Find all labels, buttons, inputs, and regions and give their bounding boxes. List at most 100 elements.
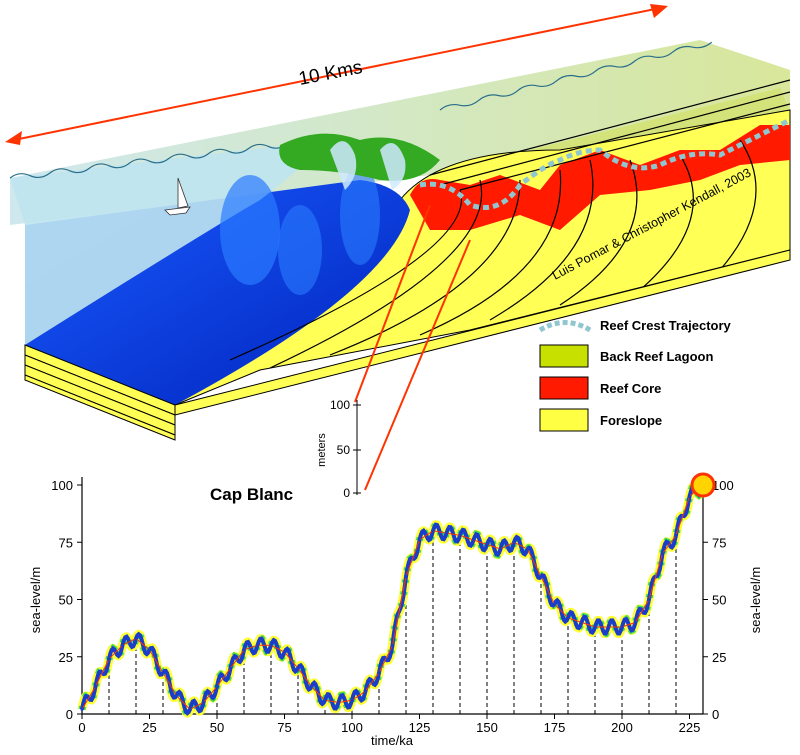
sea-level-point [647, 598, 651, 601]
legend-label: Reef Crest Trajectory [600, 318, 732, 333]
meters-scale: 100 50 0 meters [316, 398, 361, 500]
y-tick-label-right: 75 [712, 535, 726, 550]
sea-level-point [377, 671, 381, 675]
x-tick-label: 100 [341, 720, 363, 735]
sea-level-point [161, 671, 165, 675]
plume [220, 175, 280, 285]
wave-line [9, 138, 328, 179]
chart-title: Cap Blanc [210, 485, 293, 504]
sea-level-point [661, 552, 664, 556]
strata-lines [229, 79, 791, 369]
sea-level-point [256, 643, 259, 647]
sea-level-point [364, 689, 367, 693]
sea-level-point [445, 531, 448, 535]
sea-level-lowstand-band [78, 481, 707, 718]
x-tick-label: 200 [611, 720, 633, 735]
y-tick-label: 75 [59, 535, 73, 550]
meters-label: meters [316, 433, 328, 467]
sea-level-point [269, 643, 273, 647]
meters-tick-0: 0 [343, 486, 350, 500]
sea-level-point [512, 540, 516, 544]
y-axis-label-right: sea-level/m [748, 567, 763, 633]
y-tick-label: 25 [59, 650, 73, 665]
sea-level-point [404, 575, 408, 579]
x-tick-label: 25 [142, 720, 156, 735]
sea-level-point [391, 643, 394, 647]
sea-level-point [283, 650, 286, 654]
block-diagram: 10 Kms Luis Pomar & Christopher Kendall,… [5, 4, 792, 491]
x-tick-label: 225 [679, 720, 701, 735]
legend-swatch-foreslope [539, 408, 589, 432]
reef-crest-trajectory [419, 117, 792, 210]
sea-level-point [80, 707, 84, 711]
sea-level-point [134, 636, 138, 640]
sea-level-series-line [80, 483, 705, 716]
sea-level-point [593, 625, 597, 629]
sea-level-point [620, 625, 624, 629]
sea-level-point [485, 543, 489, 547]
sea-level-point [526, 547, 529, 551]
x-tick-label: 50 [210, 720, 224, 735]
sea-level-point [94, 685, 97, 689]
legend-label: Reef Core [600, 381, 661, 396]
y-tick-label: 0 [66, 707, 73, 722]
x-tick-label: 150 [476, 720, 498, 735]
sea-level-point [310, 685, 313, 689]
sea-level-point [148, 648, 151, 652]
y-tick-label: 50 [59, 593, 73, 608]
sea-level-point [431, 529, 435, 533]
sea-level-point [350, 698, 354, 702]
legend-swatch-lagoon [539, 344, 589, 368]
x-tick-label: 0 [78, 720, 85, 735]
sea-level-point [121, 643, 124, 647]
sea-level-point [175, 694, 178, 698]
sea-level-point [418, 538, 421, 542]
legend-label: Back Reef Lagoon [600, 349, 713, 364]
sea-level-point [472, 538, 475, 542]
y-tick-label-right: 50 [712, 593, 726, 608]
sea-level-point [323, 698, 327, 702]
sea-level-highstand-band [77, 482, 708, 718]
sea-level-point [215, 685, 219, 689]
sea-level-chart: Cap Blanc time/ka sea-level/m sea-level/… [28, 472, 763, 748]
sea-level-point [688, 494, 691, 498]
legend-label: Foreslope [600, 413, 662, 428]
sea-level-point [202, 701, 205, 705]
sea-level-point [539, 575, 543, 579]
sea-level-point [634, 620, 637, 624]
sea-level-point [188, 707, 192, 711]
sea-level-point [296, 666, 300, 670]
y-tick-label-right: 100 [712, 478, 734, 493]
y-axis-label-left: sea-level/m [28, 567, 43, 633]
scale-arrow [5, 4, 668, 145]
meters-tick-50: 50 [337, 443, 351, 457]
sailboat-icon [164, 177, 191, 216]
legend: Reef Crest Trajectory Back Reef Lagoon R… [538, 318, 732, 432]
plume [278, 205, 322, 295]
sea-level-point [458, 533, 462, 537]
base-strata [24, 249, 791, 441]
projection-line [354, 204, 431, 403]
scale-label: 10 Kms [297, 57, 364, 90]
y-tick-label: 100 [51, 478, 73, 493]
sea-level-point [674, 533, 678, 537]
reef-white-spray [330, 141, 406, 190]
sea-level-point [580, 620, 583, 624]
projection-line [364, 239, 471, 491]
sea-level-trend-line [81, 484, 704, 711]
x-tick-label: 125 [409, 720, 431, 735]
y-tick-label-right: 0 [712, 707, 719, 722]
sea-level-point [107, 657, 111, 661]
sea-level-point [499, 547, 502, 551]
plume [340, 165, 380, 265]
legend-swatch-reef [539, 376, 589, 400]
y-tick-label-right: 25 [712, 650, 726, 665]
x-tick-label: 75 [277, 720, 291, 735]
x-tick-label: 175 [544, 720, 566, 735]
sea-level-point [242, 648, 246, 652]
sea-level-point [553, 602, 556, 606]
meters-tick-100: 100 [330, 398, 350, 412]
sea-level-point [566, 616, 570, 620]
